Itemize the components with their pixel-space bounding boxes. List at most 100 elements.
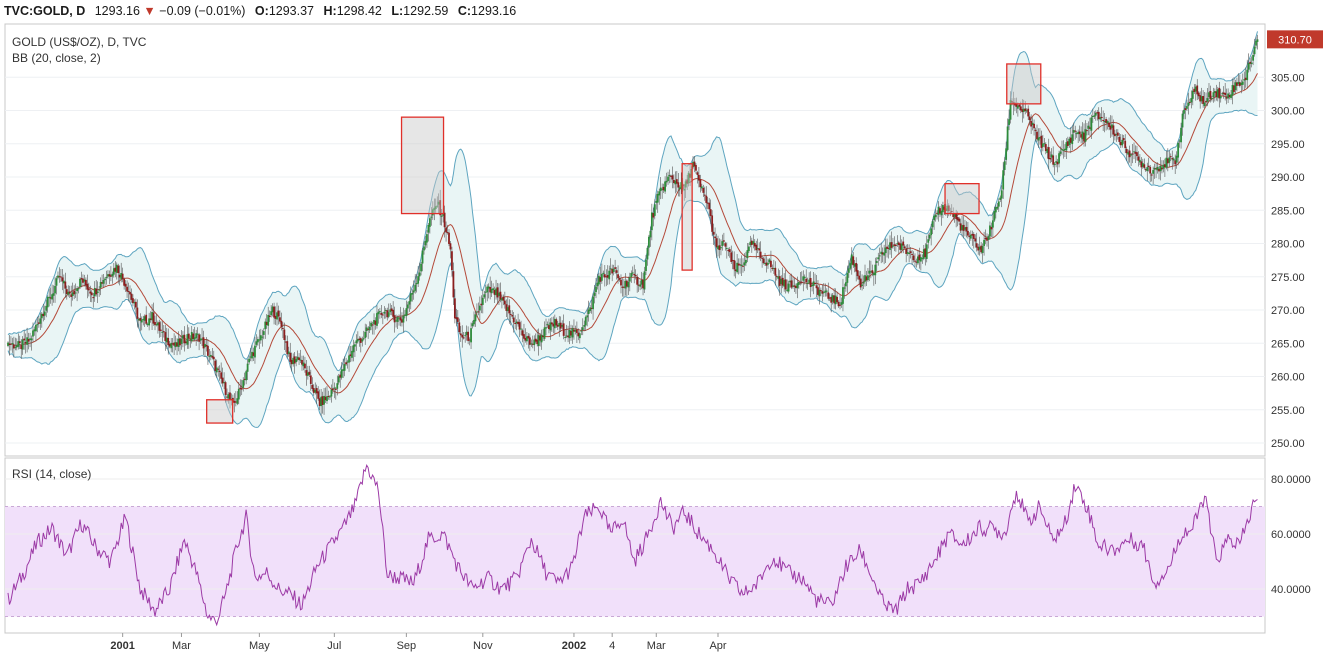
candle-body [368, 326, 371, 331]
candle-body [280, 320, 283, 328]
candle-body [233, 400, 236, 403]
candle-body [123, 278, 126, 286]
highlight-box[interactable] [944, 182, 980, 215]
candle-body [1230, 94, 1232, 98]
candle-body [251, 351, 253, 359]
candle-body [1166, 158, 1169, 164]
candle-body [309, 375, 312, 384]
candle-body [533, 339, 536, 346]
candle-body [875, 261, 878, 263]
candle-body [950, 211, 953, 213]
candle-body [330, 389, 333, 397]
candle-body [1019, 106, 1022, 111]
candle-body [1241, 81, 1244, 85]
candle-body [204, 343, 206, 348]
symbol-label[interactable]: TVC:GOLD, D [4, 4, 86, 18]
x-axis-label: 2002 [562, 640, 586, 652]
rsi-pane[interactable] [4, 457, 1266, 634]
candle-body [248, 358, 250, 363]
candle-body [214, 360, 217, 371]
candle-body [1105, 119, 1107, 124]
highlight-box[interactable] [681, 163, 693, 271]
candle-body [683, 188, 686, 191]
candle-body [245, 371, 248, 381]
candle-body [414, 284, 417, 291]
candle-body [142, 318, 145, 320]
candle-body [65, 289, 68, 295]
candle-body [1174, 160, 1177, 165]
candle-body [1134, 151, 1137, 154]
candle-body [855, 262, 858, 272]
highlight-box[interactable] [1006, 63, 1042, 105]
candle-body [367, 328, 370, 330]
candle-body [1158, 168, 1160, 172]
candle-body [755, 244, 758, 251]
candle-body [258, 339, 261, 341]
candle-body [918, 254, 921, 261]
price-pane[interactable] [4, 23, 1266, 457]
candle-body [223, 382, 225, 384]
candle-body [695, 165, 697, 171]
candle-body [967, 230, 969, 236]
candle-body [843, 287, 846, 289]
candle-body [143, 316, 146, 321]
candle-body [968, 235, 971, 237]
candle-body [665, 180, 668, 183]
candle-body [376, 313, 378, 326]
candle-body [587, 309, 590, 315]
candle-body [786, 289, 788, 291]
candle-body [924, 248, 927, 258]
chart-canvas[interactable]: 305.00 300.00 295.00 290.00 285.00 280.00 275.… [0, 22, 1324, 663]
rsi-indicator-label[interactable]: RSI (14, close) [12, 467, 91, 481]
close-value: 1293.16 [471, 4, 517, 18]
candle-body [148, 318, 151, 326]
candle-body [767, 262, 769, 265]
candle-body [1149, 166, 1152, 174]
candle-body [818, 289, 821, 297]
candle-body [536, 339, 539, 345]
candle-body [308, 371, 311, 375]
candle-body [176, 342, 178, 347]
candle-body [799, 282, 802, 284]
candle-body [931, 221, 934, 228]
candle-body [996, 206, 999, 209]
candle-body [29, 338, 31, 341]
candle-body [373, 320, 375, 325]
candle-body [101, 282, 103, 284]
candle-body [254, 345, 256, 358]
candle-body [421, 250, 424, 264]
candle-body [202, 337, 205, 349]
candle-body [1015, 103, 1018, 107]
candle-body [299, 359, 302, 361]
candle-body [85, 279, 87, 286]
bb-indicator-label[interactable]: BB (20, close, 2) [12, 51, 101, 65]
candle-body [312, 388, 315, 393]
highlight-box[interactable] [206, 399, 234, 424]
candle-body [154, 322, 156, 326]
candle-body [639, 284, 641, 287]
highlight-box[interactable] [400, 116, 445, 215]
candle-body [149, 318, 152, 320]
open-value: 1293.37 [268, 4, 314, 18]
candle-body [365, 327, 368, 331]
rsi-line [7, 464, 1258, 627]
candle-body [289, 352, 292, 362]
candle-body [462, 337, 465, 339]
candle-body [306, 372, 309, 376]
candle-body [709, 209, 712, 216]
candle-body [718, 245, 721, 251]
candle-body [1053, 163, 1056, 166]
candle-body [692, 161, 694, 168]
candle-body [398, 317, 400, 319]
candle-body [1219, 95, 1222, 99]
candle-body [978, 246, 981, 250]
price-y-tick-label: 300.00 [1271, 106, 1305, 118]
candle-body [1081, 131, 1084, 140]
candle-body [715, 238, 718, 248]
candle-body [698, 174, 700, 181]
candle-body [625, 280, 628, 287]
candle-body [301, 360, 303, 365]
candle-body [1175, 155, 1178, 163]
candle-body [727, 249, 730, 252]
candle-body [182, 335, 184, 339]
